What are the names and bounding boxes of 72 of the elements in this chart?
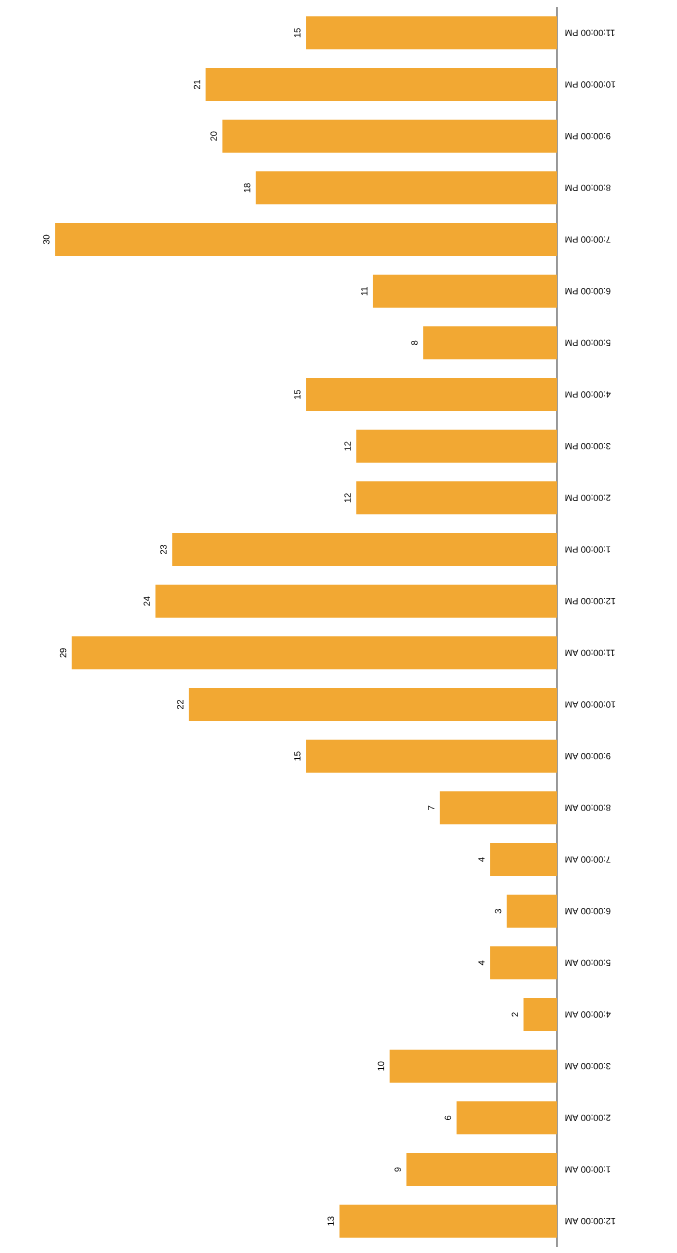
- data-label: 12: [344, 441, 351, 451]
- bar: [506, 894, 557, 928]
- bar: [356, 429, 557, 463]
- bar: [439, 791, 557, 825]
- data-label: 29: [59, 648, 67, 658]
- data-label: 30: [43, 234, 50, 245]
- data-label: 3: [494, 909, 502, 914]
- bar: [306, 739, 557, 773]
- y-tick-label: 8:00:00 PM: [565, 184, 611, 192]
- bar: [423, 326, 557, 360]
- data-label: 20: [210, 131, 217, 141]
- y-tick-label: 12:00:00 AM: [565, 1217, 616, 1225]
- data-label: 8: [411, 340, 418, 345]
- data-label: 6: [444, 1115, 452, 1120]
- y-tick-label: 11:00:00 AM: [565, 649, 615, 657]
- bar: [306, 16, 557, 50]
- y-tick-label: 4:00:00 PM: [565, 391, 611, 398]
- data-label: 4: [478, 857, 485, 862]
- bar: [372, 274, 557, 308]
- bar: [490, 946, 557, 980]
- bar: [339, 1204, 557, 1238]
- bar: [255, 171, 557, 205]
- y-tick-label: 11:00:00 PM: [565, 29, 615, 37]
- y-tick-label: 10:00:00 PM: [565, 81, 616, 88]
- y-tick-label: 4:00:00 AM: [565, 1011, 611, 1018]
- y-tick-label: 3:00:00 AM: [565, 1062, 611, 1070]
- data-label: 24: [143, 596, 150, 606]
- y-tick-label: 7:00:00 AM: [565, 856, 611, 863]
- y-tick-label: 8:00:00 AM: [565, 804, 611, 812]
- y-tick-label: 6:00:00 AM: [565, 907, 611, 915]
- y-tick-label: 9:00:00 PM: [565, 133, 611, 140]
- bar: [71, 636, 557, 670]
- y-tick-label: 12:00:00 PM: [565, 597, 616, 605]
- data-label: 7: [428, 805, 435, 810]
- bar: [188, 688, 557, 722]
- data-label: 10: [377, 1061, 385, 1071]
- bar: [222, 119, 557, 153]
- data-label: 15: [294, 751, 301, 761]
- bar: [55, 223, 557, 257]
- data-label: 23: [160, 544, 167, 555]
- data-label: 21: [193, 79, 201, 90]
- y-tick-label: 3:00:00 PM: [565, 442, 611, 450]
- bar: [306, 378, 557, 412]
- y-tick-label: 10:00:00 AM: [565, 701, 616, 708]
- y-tick-label: 6:00:00 PM: [565, 287, 611, 295]
- bar: [456, 1101, 557, 1135]
- data-label: 4: [478, 960, 485, 966]
- data-label: 11: [361, 286, 368, 296]
- data-label: 15: [294, 389, 301, 399]
- y-tick-label: 1:00:00 PM: [565, 546, 611, 553]
- bar: [356, 481, 557, 515]
- y-tick-label: 2:00:00 PM: [565, 494, 611, 502]
- data-label: 13: [327, 1216, 334, 1226]
- bar: [523, 998, 557, 1032]
- y-tick-label: 7:00:00 PM: [565, 236, 611, 243]
- bar: [490, 843, 557, 877]
- y-tick-label: 9:00:00 AM: [565, 752, 611, 760]
- bar: [389, 1049, 557, 1083]
- data-label: 12: [344, 493, 351, 503]
- data-label: 22: [177, 699, 184, 710]
- data-label: 9: [394, 1167, 401, 1172]
- data-label: 15: [294, 28, 301, 38]
- bar: [155, 584, 557, 618]
- y-tick-label: 1:00:00 AM: [565, 1166, 611, 1173]
- y-tick-label: 2:00:00 AM: [565, 1114, 611, 1122]
- bar: [205, 68, 557, 102]
- data-label: 2: [511, 1012, 518, 1017]
- bar: [172, 533, 557, 567]
- y-tick-label: 5:00:00 PM: [565, 339, 611, 347]
- bar: [406, 1153, 557, 1186]
- data-label: 18: [243, 183, 251, 193]
- y-tick-label: 5:00:00 AM: [565, 959, 611, 967]
